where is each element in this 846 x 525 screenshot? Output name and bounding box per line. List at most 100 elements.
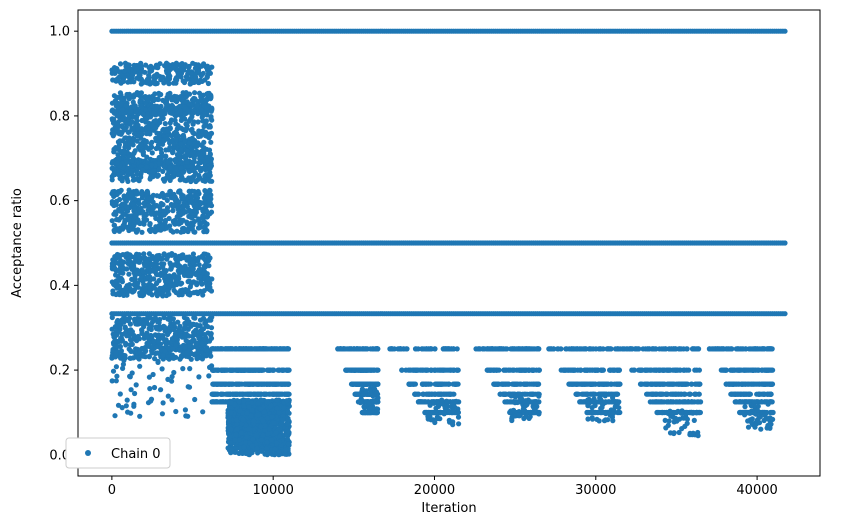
data-point [138, 103, 144, 109]
data-point [109, 108, 115, 114]
data-point [123, 174, 129, 180]
data-point [176, 171, 182, 178]
data-point [137, 363, 143, 369]
data-point [235, 367, 241, 373]
data-point [201, 263, 207, 269]
data-point [191, 315, 197, 321]
data-point [113, 272, 119, 278]
data-point [152, 96, 158, 103]
data-point [185, 270, 191, 276]
data-point [782, 240, 788, 246]
data-point [169, 133, 175, 139]
data-point [184, 148, 190, 154]
data-point [161, 138, 167, 144]
data-point [126, 91, 132, 97]
data-point [181, 177, 187, 183]
data-point [205, 80, 211, 87]
data-point [165, 376, 171, 382]
data-point [162, 339, 168, 345]
data-point [203, 322, 209, 328]
data-point [117, 138, 123, 144]
data-point [220, 399, 226, 405]
data-point [166, 80, 172, 86]
data-point [200, 213, 206, 219]
data-point [201, 123, 207, 129]
data-point [159, 366, 165, 372]
data-point [148, 268, 155, 274]
data-point [782, 28, 788, 34]
data-point [155, 65, 161, 71]
data-point [196, 165, 202, 171]
data-point [134, 75, 140, 81]
data-point [164, 192, 170, 198]
data-point [153, 228, 159, 234]
data-point [187, 292, 193, 298]
data-point [145, 274, 151, 280]
data-point [142, 263, 148, 269]
data-point [145, 195, 151, 201]
data-point [208, 115, 214, 121]
data-point [153, 290, 159, 296]
data-point [177, 189, 183, 195]
data-point [121, 149, 127, 155]
data-point [207, 281, 213, 287]
data-point [126, 217, 132, 223]
data-point [132, 390, 138, 397]
data-point [149, 262, 155, 268]
data-point [163, 60, 170, 66]
data-point [109, 314, 115, 321]
data-point [165, 331, 171, 338]
data-point [145, 207, 151, 213]
data-point [130, 355, 136, 361]
data-point [144, 154, 150, 160]
data-point [209, 106, 215, 113]
data-point [157, 111, 163, 117]
data-point [121, 196, 128, 202]
data-point [120, 78, 126, 84]
data-point [280, 367, 286, 373]
data-point [114, 226, 121, 232]
data-point [173, 60, 179, 66]
data-point [178, 62, 184, 68]
data-point [145, 77, 151, 83]
data-point [127, 329, 133, 335]
data-point [128, 348, 134, 354]
data-point [125, 257, 131, 263]
data-point [173, 129, 179, 135]
data-point [124, 204, 130, 210]
data-point [166, 173, 172, 180]
data-point [171, 327, 177, 333]
data-point [192, 331, 198, 337]
data-point [114, 94, 120, 100]
data-point [112, 338, 118, 344]
data-point [170, 346, 176, 352]
data-point [167, 164, 173, 171]
data-point [137, 349, 143, 355]
data-point [286, 367, 292, 373]
data-point [196, 374, 202, 380]
data-point [158, 227, 164, 233]
data-point [166, 93, 172, 99]
data-point [197, 266, 203, 272]
data-point [193, 74, 199, 80]
data-point [127, 342, 133, 348]
data-point [122, 324, 128, 330]
data-point [195, 119, 201, 125]
data-points [109, 28, 788, 458]
data-point [218, 367, 224, 373]
data-point [119, 117, 125, 123]
data-point [169, 397, 175, 403]
data-point [153, 215, 159, 221]
data-point [122, 68, 128, 74]
data-point [155, 319, 161, 325]
data-point [161, 80, 167, 86]
data-point [197, 274, 203, 280]
data-point [113, 211, 119, 217]
data-point [182, 344, 188, 350]
data-point [178, 165, 184, 171]
data-point [166, 147, 172, 153]
data-point [167, 317, 173, 323]
data-point [188, 116, 194, 122]
data-point [158, 387, 164, 393]
data-point [111, 131, 117, 137]
